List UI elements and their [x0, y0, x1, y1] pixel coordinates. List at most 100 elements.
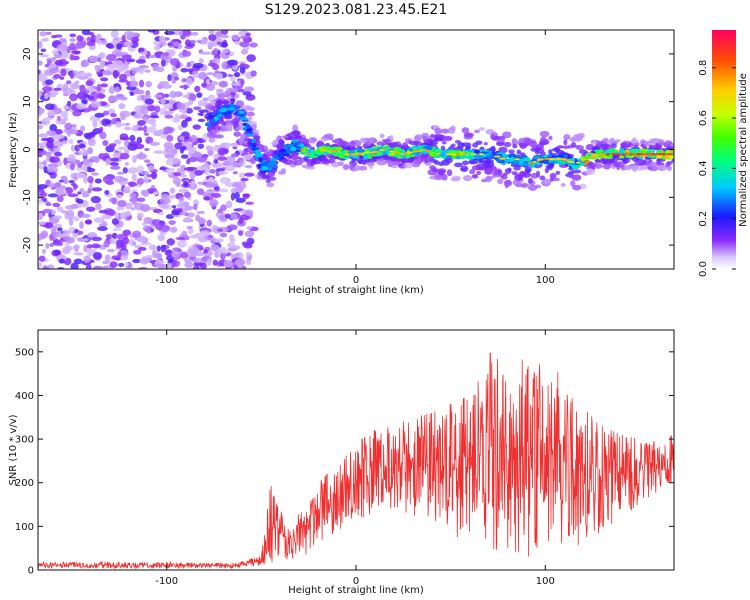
- heatmap-cell: [38, 107, 45, 115]
- heatmap-cell: [121, 34, 126, 43]
- heatmap-cell: [649, 155, 656, 159]
- heatmap-cell: [181, 145, 187, 151]
- heatmap-cell: [183, 191, 192, 198]
- heatmap-cell: [446, 169, 453, 177]
- heatmap-cell: [514, 174, 523, 181]
- heatmap-cell: [204, 189, 216, 194]
- heatmap-cell: [60, 175, 68, 181]
- heatmap-cell: [134, 113, 142, 119]
- heatmap-cell: [112, 152, 121, 158]
- heatmap-cell: [60, 118, 67, 124]
- heatmap-cell: [618, 155, 625, 159]
- heatmap-cell: [251, 144, 257, 148]
- heatmap-cell: [189, 60, 196, 66]
- heatmap-cell: [162, 126, 174, 134]
- heatmap-cell: [47, 193, 59, 198]
- heatmap-cell: [190, 180, 195, 188]
- heatmap-cell: [343, 153, 350, 156]
- heatmap-cell: [409, 154, 415, 158]
- heatmap-cell: [217, 156, 228, 161]
- heatmap-cell: [179, 136, 185, 141]
- heatmap-cell: [493, 170, 499, 176]
- heatmap-cell: [394, 153, 401, 158]
- heatmap-cell: [38, 213, 44, 217]
- y-tick-label: -20: [22, 237, 33, 253]
- colorbar-tick-label: 0.0: [698, 261, 709, 277]
- heatmap-cell: [42, 266, 50, 269]
- heatmap-cell: [58, 258, 66, 264]
- heatmap-cell: [82, 158, 90, 166]
- heatmap-cell: [166, 134, 174, 142]
- heatmap-cell: [120, 205, 125, 211]
- heatmap-cell: [486, 154, 493, 158]
- heatmap-cell: [205, 83, 216, 91]
- heatmap-cell: [221, 41, 228, 48]
- heatmap-cell: [63, 157, 68, 166]
- heatmap-cell: [245, 133, 255, 136]
- heatmap-cell: [145, 80, 152, 88]
- x-tick-label: 0: [353, 576, 359, 587]
- heatmap-cell: [172, 41, 181, 47]
- heatmap-cell: [617, 161, 625, 168]
- heatmap-cell: [129, 192, 137, 199]
- spectrogram-y-label: Frequency (Hz): [8, 112, 19, 188]
- heatmap-cell: [159, 197, 171, 205]
- x-tick-label: 100: [536, 576, 555, 587]
- heatmap-cell: [124, 126, 132, 131]
- heatmap-cell: [51, 34, 58, 39]
- heatmap-cell: [85, 80, 94, 87]
- heatmap-cell: [38, 255, 46, 262]
- heatmap-cell: [131, 69, 137, 75]
- heatmap-cell: [311, 157, 317, 165]
- heatmap-cell: [56, 115, 61, 122]
- heatmap-cell: [105, 119, 112, 125]
- heatmap-cell: [665, 150, 672, 154]
- heatmap-cell: [86, 41, 96, 47]
- heatmap-cell: [444, 149, 449, 155]
- heatmap-cell: [224, 123, 233, 129]
- heatmap-cell: [193, 106, 202, 110]
- heatmap-cell: [189, 171, 196, 179]
- heatmap-cell: [276, 153, 285, 158]
- heatmap-cell: [520, 183, 530, 188]
- heatmap-cell: [94, 178, 102, 184]
- heatmap-cell: [45, 31, 52, 36]
- heatmap-cell: [46, 140, 54, 149]
- heatmap-cell: [178, 114, 188, 120]
- heatmap-cell: [222, 121, 227, 126]
- heatmap-cell: [364, 156, 369, 160]
- heatmap-cell: [580, 159, 585, 162]
- heatmap-cell: [250, 139, 256, 144]
- heatmap-cell: [369, 137, 374, 144]
- heatmap-cell: [213, 116, 219, 121]
- heatmap-cell: [60, 50, 68, 58]
- colorbar: 0.0 0.2 0.4 0.6 0.8 Normalized spectral ampl…: [698, 30, 749, 277]
- heatmap-cell: [184, 39, 191, 47]
- heatmap-cell: [551, 160, 557, 164]
- heatmap-cell: [275, 143, 283, 148]
- heatmap-cell: [212, 259, 218, 266]
- heatmap-cell: [112, 228, 122, 232]
- heatmap-cell: [45, 202, 52, 207]
- heatmap-cell: [219, 252, 226, 260]
- heatmap-cell: [118, 262, 125, 268]
- heatmap-cell: [516, 149, 522, 155]
- heatmap-cell: [207, 40, 214, 49]
- heatmap-cell: [229, 76, 236, 82]
- heatmap-cell: [425, 145, 433, 151]
- x-tick-label: 0: [353, 275, 359, 286]
- heatmap-cell: [260, 162, 269, 167]
- heatmap-cell: [208, 34, 217, 42]
- heatmap-cell: [173, 172, 182, 177]
- heatmap-cell: [181, 230, 188, 236]
- heatmap-cell: [146, 118, 157, 125]
- heatmap-cell: [205, 78, 211, 85]
- heatmap-cell: [186, 225, 193, 230]
- heatmap-cell: [78, 143, 86, 149]
- heatmap-cell: [45, 243, 50, 249]
- heatmap-cell: [254, 149, 260, 154]
- heatmap-cell: [400, 153, 405, 156]
- heatmap-cell: [200, 37, 208, 45]
- heatmap-cell: [69, 38, 76, 42]
